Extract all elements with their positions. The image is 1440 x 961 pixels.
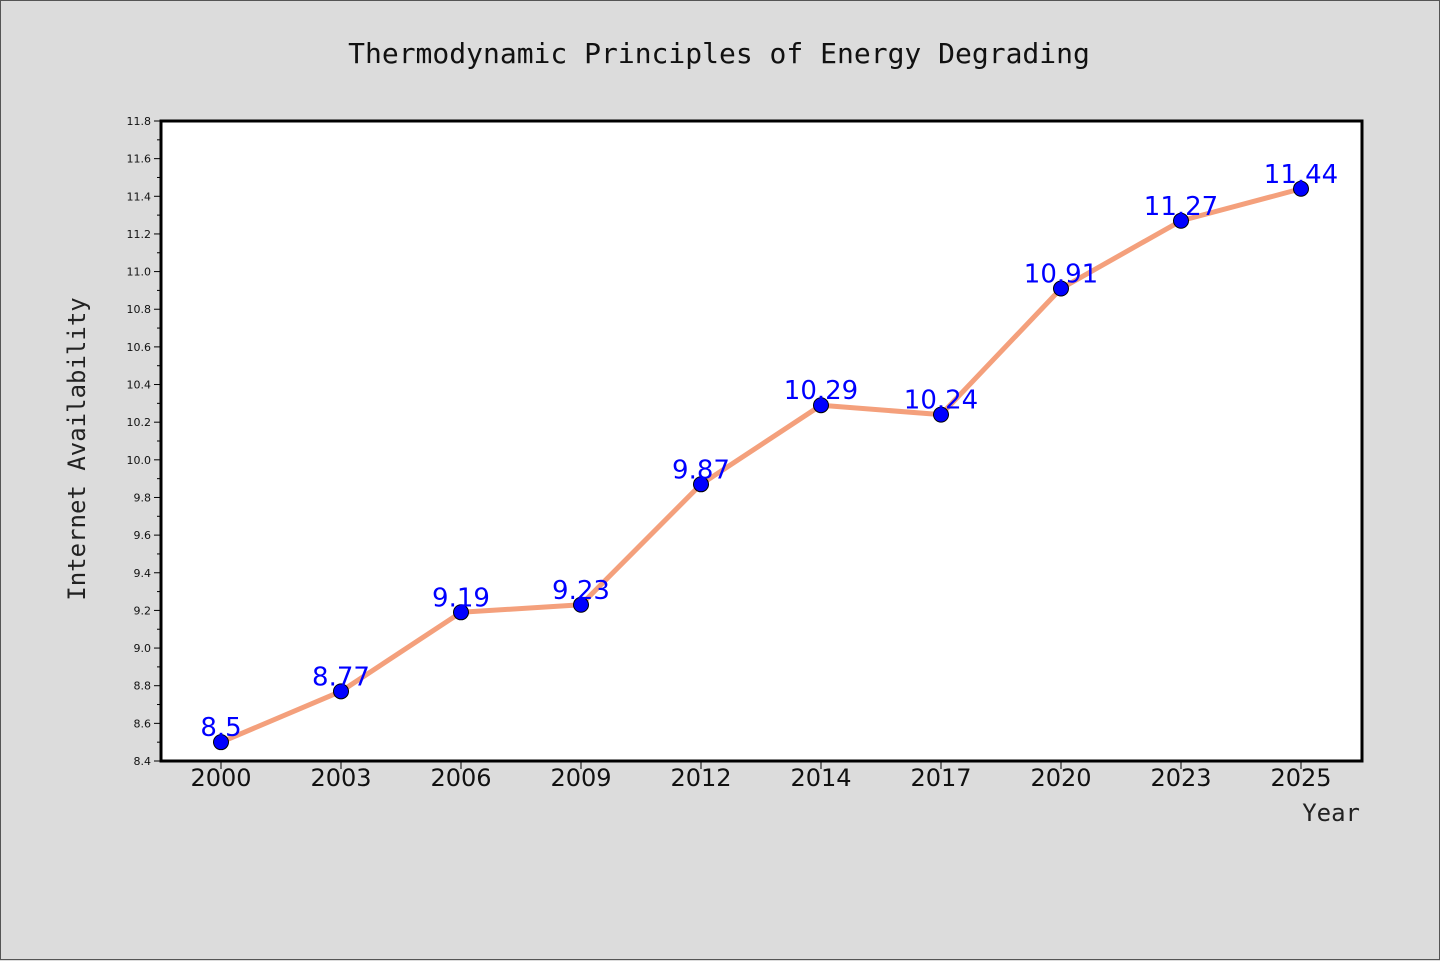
data-point (1173, 212, 1189, 229)
data-point (813, 397, 829, 414)
x-tick-label: 2014 (790, 764, 851, 792)
data-label: 9.87 (672, 455, 730, 485)
y-tick-label: 11.4 (127, 190, 152, 203)
x-axis-label: Year (1302, 799, 1360, 827)
x-tick-label: 2000 (190, 764, 251, 792)
y-tick-label: 9.8 (134, 491, 152, 504)
series-line (218, 186, 1304, 745)
data-label: 11.44 (1264, 160, 1338, 190)
data-label: 10.91 (1024, 260, 1098, 290)
data-label: 10.24 (904, 386, 978, 416)
data-label: 9.23 (552, 576, 610, 606)
data-label: 8.77 (312, 662, 370, 692)
x-tick-label: 2017 (910, 764, 971, 792)
y-tick-label: 9.0 (134, 642, 152, 655)
x-tick-label: 2012 (670, 764, 731, 792)
y-tick-label: 8.8 (134, 680, 152, 693)
y-tick-label: 8.6 (134, 717, 152, 730)
y-tick-label: 11.8 (127, 115, 152, 128)
data-point (573, 596, 589, 613)
plot-area (159, 119, 1364, 763)
y-tick-label: 8.4 (134, 755, 152, 768)
data-label: 10.29 (784, 376, 858, 406)
y-tick-label: 10.4 (127, 379, 152, 392)
data-label: 11.27 (1144, 192, 1218, 222)
x-tick-label: 2025 (1270, 764, 1331, 792)
data-point (933, 406, 949, 423)
y-tick-label: 10.0 (127, 454, 152, 467)
x-axis: 2000 2003 2006 2009 2012 2014 2017 2020 2023 2025 (190, 761, 1332, 792)
y-tick-label: 10.2 (127, 416, 152, 429)
y-tick-label: 9.6 (134, 529, 152, 542)
y-tick-label: 10.6 (127, 341, 152, 354)
data-point (213, 734, 229, 751)
y-tick-label: 11.2 (127, 228, 152, 241)
y-tick-label: 11.0 (127, 266, 152, 279)
y-tick-label: 9.4 (134, 567, 152, 580)
y-axis-label: Internet Availability (63, 297, 91, 600)
series-group: 8.5 8.77 9.19 9.23 9.87 10.29 10.24 10.91 11.27 1… (200, 160, 1338, 751)
y-tick-label: 9.2 (134, 604, 152, 617)
data-label: 9.19 (432, 583, 490, 613)
data-point (1293, 180, 1309, 197)
data-point (333, 683, 349, 700)
y-axis: 8.4 8.6 8.8 9.0 9.2 9.4 9.6 9.8 10.0 10.2 10.4 10.6… (127, 115, 161, 768)
x-tick-label: 2003 (310, 764, 371, 792)
data-point (693, 476, 709, 493)
x-tick-label: 2009 (550, 764, 611, 792)
data-point (1053, 280, 1069, 297)
chart-title: Thermodynamic Principles of Energy Degra… (348, 37, 1090, 70)
data-label: 8.5 (200, 713, 241, 743)
data-point (453, 604, 469, 621)
y-tick-label: 10.8 (127, 303, 152, 316)
x-tick-label: 2023 (1150, 764, 1211, 792)
y-tick-label: 11.6 (127, 153, 152, 166)
x-tick-label: 2006 (430, 764, 491, 792)
x-tick-label: 2020 (1030, 764, 1091, 792)
